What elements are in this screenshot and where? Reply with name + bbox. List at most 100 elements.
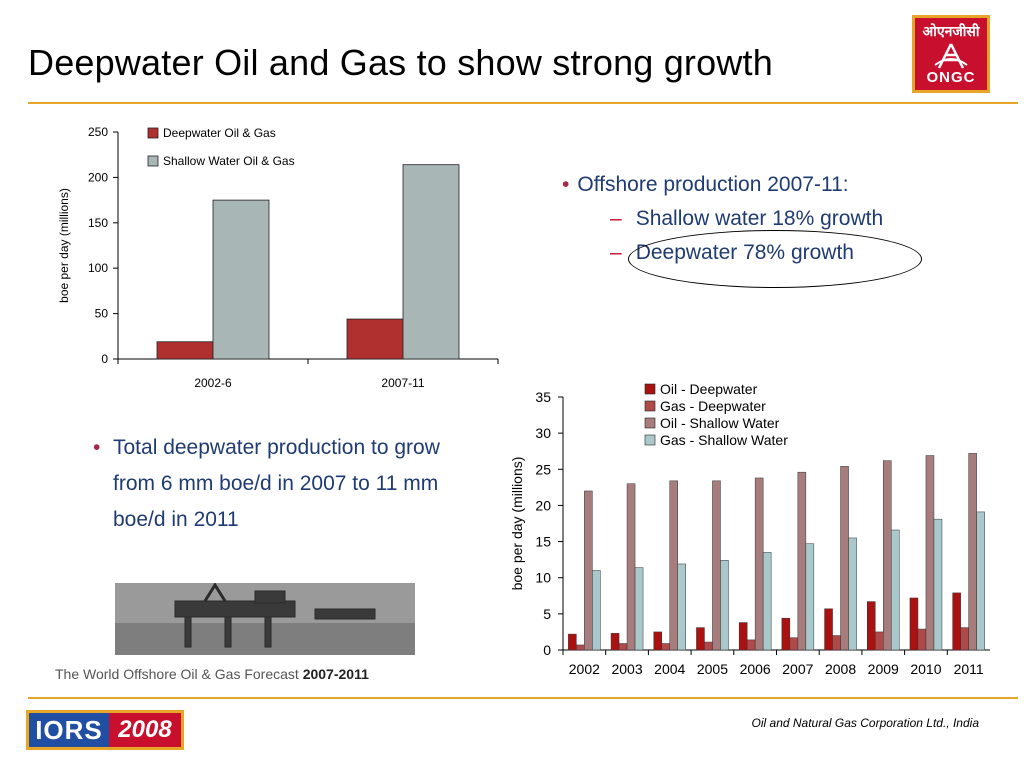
chart-annual-production: 0 5 10 15 20 25 30 35 boe per day (millions) 2002… [509, 381, 990, 677]
legend-swatch [147, 155, 159, 167]
footer-organization: Oil and Natural Gas Corporation Ltd., In… [751, 716, 979, 730]
x-tick-label: 2002-6 [194, 376, 232, 390]
bar [840, 466, 849, 651]
x-tick-label: 2007 [782, 661, 813, 677]
logo-text: ONGC [926, 69, 976, 86]
x-tick-label: 2008 [825, 661, 856, 677]
bar [677, 563, 686, 651]
offshore-platform-photo [115, 583, 415, 655]
photo-caption: The World Offshore Oil & Gas Forecast 20… [55, 666, 369, 682]
bar [212, 199, 270, 360]
bar [762, 552, 772, 651]
x-tick-label: 2002 [569, 661, 600, 677]
bullet-offshore-production: Offshore production 2007-11: [562, 172, 883, 198]
bar [933, 518, 943, 651]
y-tick-label: 10 [535, 570, 551, 586]
bar [883, 460, 892, 651]
legend-label: Oil - Shallow Water [660, 415, 780, 431]
y-tick-label: 15 [535, 534, 551, 550]
y-tick-label: 0 [543, 642, 551, 658]
legend-swatch [644, 383, 656, 395]
bar [891, 529, 900, 651]
legend-label: Deepwater Oil & Gas [163, 126, 276, 140]
bar [824, 608, 833, 651]
iors-2008-badge: IORS 2008 [26, 710, 184, 750]
x-tick-label: 2003 [611, 661, 642, 677]
x-tick-label: 2010 [910, 661, 941, 677]
offshore-platform-image [115, 583, 415, 655]
bar [909, 597, 919, 651]
legend-label: Gas - Shallow Water [660, 432, 788, 448]
bar [738, 622, 748, 651]
bar [712, 480, 721, 651]
bar [576, 644, 585, 651]
slide-title: Deepwater Oil and Gas to show strong gro… [28, 42, 773, 83]
bar [867, 601, 876, 651]
y-tick-label: 30 [535, 425, 551, 441]
bar [797, 471, 807, 651]
x-tick-label: 2006 [740, 661, 771, 677]
y-tick-label: 20 [535, 497, 551, 513]
bar [704, 641, 713, 651]
deepwater-bullet: Total deepwater production to grow from … [93, 430, 483, 538]
footer-divider [28, 697, 1018, 699]
bar [925, 455, 935, 651]
y-axis-label: boe per day (millions) [509, 457, 525, 591]
iors-badge-left: IORS [29, 713, 109, 747]
bar [618, 643, 628, 651]
y-tick-label: 0 [101, 352, 108, 366]
legend-label: Oil - Deepwater [660, 381, 758, 397]
legend-swatch [644, 417, 656, 429]
bar [592, 570, 601, 651]
x-tick-label: 2011 [954, 661, 984, 677]
iors-badge-right: 2008 [109, 713, 181, 747]
x-tick-label: 2009 [868, 661, 899, 677]
bar [720, 560, 729, 651]
bar [584, 490, 593, 651]
bar [402, 164, 460, 360]
y-tick-label: 200 [88, 170, 108, 184]
bar [875, 631, 884, 651]
legend-swatch [644, 434, 656, 446]
legend-swatch [644, 400, 656, 412]
ongc-logo: ओएनजीसी ONGC [912, 15, 990, 93]
deepwater-highlight-ellipse [628, 230, 922, 288]
bar [156, 341, 214, 360]
title-divider [28, 102, 1018, 104]
logo-hindi-text: ओएनजीसी [922, 23, 980, 39]
bar [917, 628, 927, 651]
chart-regional-production: 0 50 100 150 200 250 boe per day (millions) 200… [57, 125, 499, 390]
x-tick-label: 2007-11 [381, 376, 424, 390]
bar [346, 318, 404, 360]
bar [805, 543, 815, 651]
bar [661, 643, 670, 651]
bar [960, 627, 969, 651]
bar [832, 635, 841, 651]
bar [952, 592, 961, 651]
bullet-shallow-water: Shallow water 18% growth [610, 206, 883, 232]
y-tick-label: 25 [535, 461, 551, 477]
bar [696, 627, 705, 651]
y-tick-label: 35 [535, 389, 551, 405]
bar [976, 511, 985, 651]
bar [848, 537, 857, 651]
x-tick-label: 2005 [697, 661, 728, 677]
x-tick-label: 2004 [654, 661, 685, 677]
bar [653, 631, 662, 651]
bar [669, 480, 678, 651]
bar [968, 453, 977, 651]
bar [626, 483, 636, 651]
bar [781, 617, 791, 651]
y-tick-label: 5 [543, 606, 551, 622]
bar [568, 633, 577, 651]
bar [789, 637, 799, 651]
y-tick-label: 250 [88, 125, 108, 139]
y-axis-label: boe per day (millions) [57, 188, 71, 303]
y-tick-label: 100 [88, 261, 108, 275]
bar [610, 633, 620, 651]
y-tick-label: 150 [88, 216, 108, 230]
legend-swatch [147, 127, 159, 139]
y-tick-label: 50 [95, 307, 109, 321]
bar [746, 639, 756, 651]
bar [634, 567, 644, 651]
